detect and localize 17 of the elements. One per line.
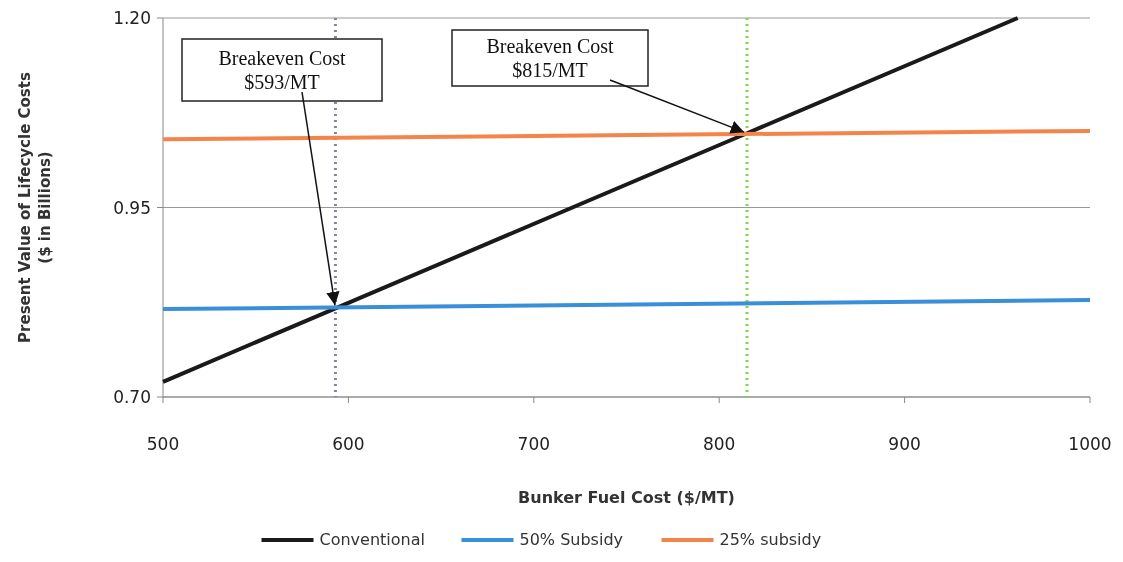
x-tick-label: 800	[702, 434, 736, 454]
y-tick-label: 0.95	[113, 197, 151, 218]
x-tick-label: 700	[517, 434, 551, 454]
y-tick-label: 1.20	[113, 8, 151, 28]
x-axis-title: Bunker Fuel Cost ($/MT)	[518, 488, 735, 507]
x-tick-label: 500	[146, 434, 180, 454]
x-tick-label: 600	[332, 434, 365, 454]
annotation: Breakeven Cost $815/MT	[486, 35, 615, 81]
line-series	[161, 16, 1020, 384]
y-axis-title: Present Value of Lifecycle Costs ($ in Billions)	[16, 72, 54, 343]
legend-label: 50% Subsidy	[519, 530, 624, 549]
x-tick-label: 1000	[1068, 434, 1112, 454]
y-tick-label: 0.70	[113, 387, 151, 407]
legend-label: 25% subsidy	[719, 530, 822, 549]
annotation: Breakeven Cost $593/MT	[218, 47, 347, 93]
x-tick-label: 900	[888, 434, 921, 454]
legend-label: Conventional	[319, 530, 425, 549]
